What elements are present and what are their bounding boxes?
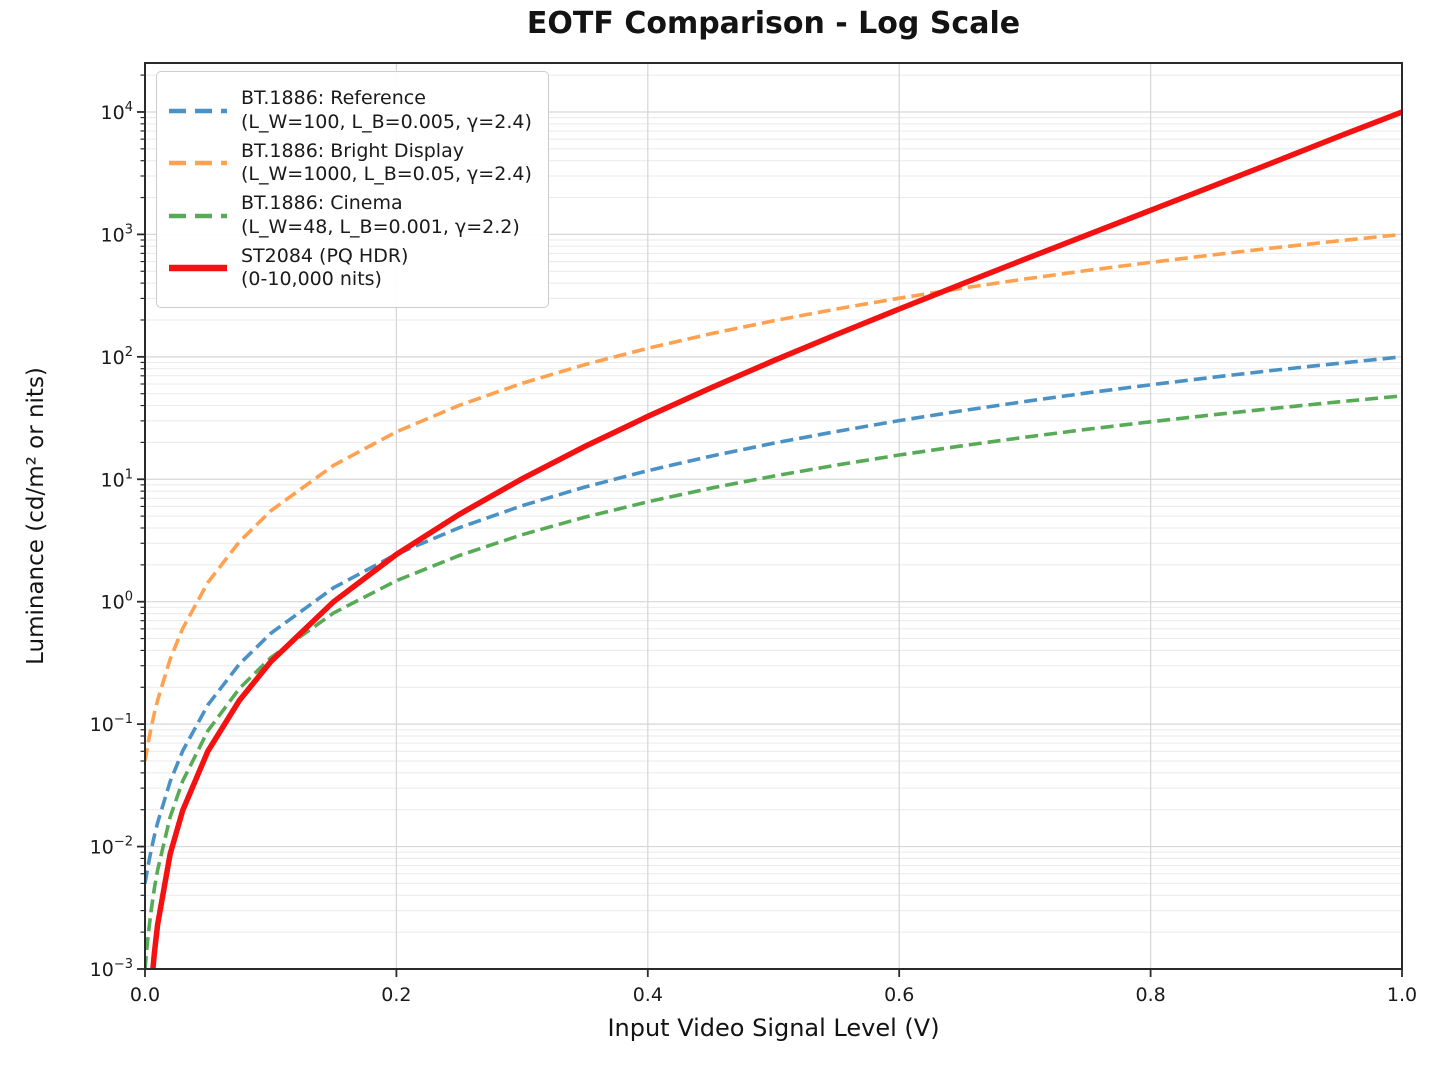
x-tick-label: 0.0 [130, 984, 160, 1006]
y-tick-label: 10−2 [90, 835, 133, 859]
y-tick-label: 100 [101, 590, 133, 614]
legend-item-st2084-pq: ST2084 (PQ HDR) (0-10,000 nits) [169, 245, 532, 293]
dashed-line-icon [169, 213, 227, 219]
legend-label: BT.1886: Bright Display [241, 139, 464, 162]
x-tick-label: 0.4 [633, 984, 663, 1006]
legend-sublabel: (L_W=48, L_B=0.001, γ=2.2) [241, 215, 520, 238]
y-tick-label: 10−3 [90, 957, 133, 981]
y-tick-label: 103 [101, 222, 133, 246]
series-line-3 [150, 109, 1402, 969]
series-line-0 [145, 355, 1402, 884]
legend-item-bt1886-cinema: BT.1886: Cinema (L_W=48, L_B=0.001, γ=2.… [169, 192, 532, 240]
y-tick-label: 102 [101, 345, 133, 369]
y-tick-label: 104 [101, 100, 133, 124]
dashed-line-icon [169, 160, 227, 166]
legend-sublabel: (0-10,000 nits) [241, 268, 382, 291]
solid-line-icon [169, 265, 227, 272]
x-axis-label: Input Video Signal Level (V) [607, 1014, 940, 1042]
grid-minor [145, 74, 1402, 933]
dashed-line-icon [169, 108, 227, 114]
chart-title: EOTF Comparison - Log Scale [526, 6, 1021, 41]
series-line-2 [145, 394, 1402, 969]
legend-sublabel: (L_W=1000, L_B=0.05, γ=2.4) [241, 163, 532, 186]
y-tick-label: 10−1 [90, 712, 133, 736]
y-tick-label: 101 [101, 467, 133, 491]
x-tick-label: 0.8 [1135, 984, 1165, 1006]
legend-label: ST2084 (PQ HDR) [241, 244, 409, 267]
x-tick-label: 0.2 [381, 984, 411, 1006]
legend-item-bt1886-bright-display: BT.1886: Bright Display (L_W=1000, L_B=0… [169, 140, 532, 188]
legend: BT.1886: Reference (L_W=100, L_B=0.005, … [156, 71, 549, 308]
legend-item-bt1886-reference: BT.1886: Reference (L_W=100, L_B=0.005, … [169, 87, 532, 135]
axis-ticks [137, 74, 1403, 977]
series-line-1 [145, 232, 1402, 762]
legend-label: BT.1886: Cinema [241, 192, 403, 214]
x-tick-label: 1.0 [1387, 984, 1417, 1006]
tick-labels: 0.0 0.2 0.4 0.6 0.8 1.0 10−3 10−2 10−1 100 101 102 1… [90, 100, 1417, 1006]
series-lines [145, 109, 1402, 969]
legend-label: BT.1886: Reference [241, 87, 426, 109]
x-tick-label: 0.6 [884, 984, 914, 1006]
legend-sublabel: (L_W=100, L_B=0.005, γ=2.4) [241, 110, 532, 133]
